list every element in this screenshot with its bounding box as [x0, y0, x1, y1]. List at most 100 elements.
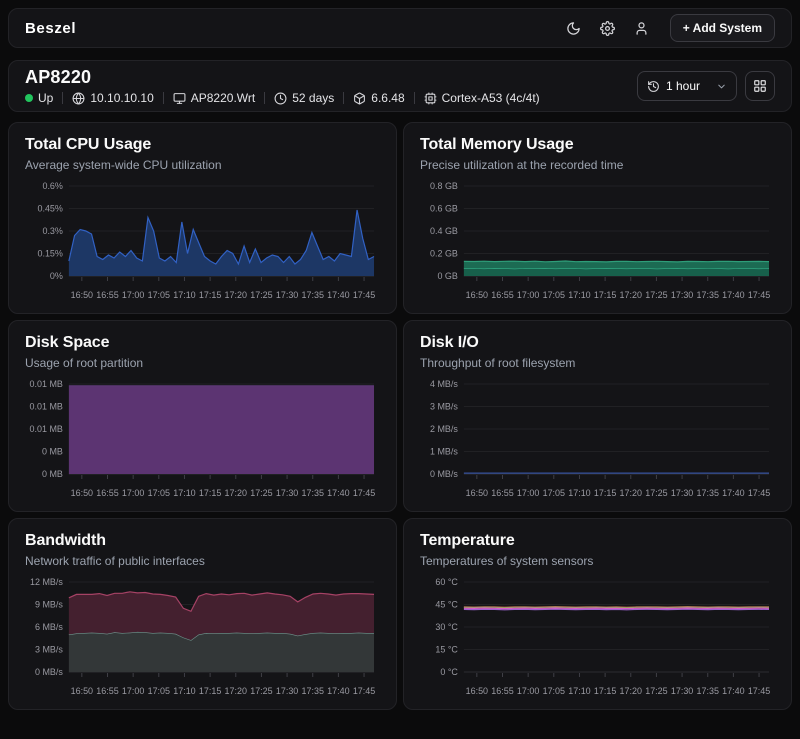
- svg-text:17:00: 17:00: [517, 686, 539, 696]
- svg-text:17:15: 17:15: [199, 686, 221, 696]
- svg-text:17:35: 17:35: [302, 290, 324, 300]
- uptime-label: 52 days: [292, 91, 334, 105]
- svg-text:17:10: 17:10: [568, 488, 590, 498]
- user-menu-button[interactable]: [628, 14, 656, 42]
- svg-text:3 MB/s: 3 MB/s: [35, 644, 63, 654]
- svg-text:16:50: 16:50: [466, 290, 488, 300]
- bandwidth-chart[interactable]: 0 MB/s3 MB/s6 MB/s9 MB/s12 MB/s16:5016:5…: [25, 576, 380, 700]
- status-dot-icon: [25, 94, 33, 102]
- svg-text:17:20: 17:20: [620, 686, 642, 696]
- ip-address: 10.10.10.10: [72, 91, 153, 105]
- svg-text:17:45: 17:45: [353, 488, 375, 498]
- svg-text:30 °C: 30 °C: [435, 622, 458, 632]
- svg-text:0.01 MB: 0.01 MB: [30, 424, 63, 434]
- memory-chart[interactable]: 0 GB0.2 GB0.4 GB0.6 GB0.8 GB16:5016:5517…: [420, 180, 775, 304]
- layout-grid-icon: [753, 79, 767, 93]
- system-name: AP8220: [25, 67, 540, 88]
- svg-text:17:45: 17:45: [748, 686, 770, 696]
- svg-text:17:00: 17:00: [517, 290, 539, 300]
- svg-text:0 MB/s: 0 MB/s: [35, 667, 63, 677]
- gear-icon: [600, 21, 615, 36]
- svg-text:17:25: 17:25: [250, 488, 272, 498]
- svg-text:16:50: 16:50: [71, 686, 93, 696]
- svg-text:17:00: 17:00: [517, 488, 539, 498]
- svg-text:16:55: 16:55: [96, 686, 118, 696]
- settings-button[interactable]: [594, 14, 622, 42]
- svg-text:17:05: 17:05: [148, 686, 170, 696]
- disk-io-chart[interactable]: 0 MB/s1 MB/s2 MB/s3 MB/s4 MB/s16:5016:55…: [420, 378, 775, 502]
- cpu-chart-card: Total CPU Usage Average system-wide CPU …: [8, 122, 397, 314]
- chart-subtitle: Throughput of root filesystem: [420, 356, 775, 370]
- agent-version: 6.6.48: [353, 91, 404, 105]
- time-range-value: 1 hour: [666, 79, 700, 93]
- svg-text:17:05: 17:05: [543, 686, 565, 696]
- svg-text:17:35: 17:35: [697, 488, 719, 498]
- monitor-icon: [173, 92, 186, 105]
- chart-title: Bandwidth: [25, 532, 380, 550]
- hostname-label: AP8220.Wrt: [191, 91, 255, 105]
- chart-subtitle: Temperatures of system sensors: [420, 554, 775, 568]
- svg-text:16:50: 16:50: [466, 488, 488, 498]
- svg-text:17:30: 17:30: [276, 686, 298, 696]
- svg-text:17:40: 17:40: [722, 290, 744, 300]
- charts-grid: Total CPU Usage Average system-wide CPU …: [8, 122, 792, 710]
- temperature-chart[interactable]: 0 °C15 °C30 °C45 °C60 °C16:5016:5517:001…: [420, 576, 775, 700]
- theme-toggle-button[interactable]: [560, 14, 588, 42]
- svg-text:0 MB/s: 0 MB/s: [430, 469, 458, 479]
- svg-text:17:15: 17:15: [594, 290, 616, 300]
- svg-text:17:15: 17:15: [594, 488, 616, 498]
- chart-subtitle: Average system-wide CPU utilization: [25, 158, 380, 172]
- chevron-down-icon: [716, 81, 727, 92]
- svg-text:17:20: 17:20: [225, 686, 247, 696]
- brand-logo[interactable]: Beszel: [25, 20, 76, 37]
- svg-text:17:30: 17:30: [276, 290, 298, 300]
- svg-text:0.01 MB: 0.01 MB: [30, 379, 63, 389]
- svg-text:3 MB/s: 3 MB/s: [430, 401, 458, 411]
- svg-text:17:45: 17:45: [748, 488, 770, 498]
- uptime: 52 days: [274, 91, 334, 105]
- svg-text:17:10: 17:10: [568, 290, 590, 300]
- status-label: Up: [38, 91, 53, 105]
- svg-text:0.15%: 0.15%: [37, 248, 62, 258]
- svg-text:17:45: 17:45: [748, 290, 770, 300]
- cpu-chip-icon: [424, 92, 437, 105]
- chart-title: Disk Space: [25, 334, 380, 352]
- svg-text:0.8 GB: 0.8 GB: [430, 181, 458, 191]
- svg-text:17:45: 17:45: [353, 290, 375, 300]
- svg-text:17:30: 17:30: [671, 686, 693, 696]
- svg-text:17:25: 17:25: [645, 488, 667, 498]
- svg-text:16:55: 16:55: [96, 488, 118, 498]
- layout-grid-button[interactable]: [745, 71, 775, 101]
- divider: [62, 92, 63, 104]
- svg-text:17:40: 17:40: [327, 686, 349, 696]
- chart-title: Disk I/O: [420, 334, 775, 352]
- svg-text:16:55: 16:55: [491, 488, 513, 498]
- svg-text:9 MB/s: 9 MB/s: [35, 599, 63, 609]
- disk-space-chart[interactable]: 0 MB0 MB0.01 MB0.01 MB0.01 MB16:5016:551…: [25, 378, 380, 502]
- svg-text:17:20: 17:20: [225, 488, 247, 498]
- add-system-label: + Add System: [683, 21, 762, 35]
- svg-text:17:10: 17:10: [173, 488, 195, 498]
- svg-text:0 °C: 0 °C: [440, 667, 458, 677]
- time-range-select[interactable]: 1 hour: [637, 71, 737, 101]
- bandwidth-chart-card: Bandwidth Network traffic of public inte…: [8, 518, 397, 710]
- temperature-chart-card: Temperature Temperatures of system senso…: [403, 518, 792, 710]
- svg-text:0.45%: 0.45%: [37, 203, 62, 213]
- svg-text:0.01 MB: 0.01 MB: [30, 401, 63, 411]
- svg-text:17:15: 17:15: [594, 686, 616, 696]
- svg-text:17:30: 17:30: [276, 488, 298, 498]
- svg-text:17:40: 17:40: [327, 290, 349, 300]
- add-system-button[interactable]: + Add System: [670, 14, 775, 42]
- cpu-chart[interactable]: 0%0.15%0.3%0.45%0.6%16:5016:5517:0017:05…: [25, 180, 380, 304]
- svg-text:17:15: 17:15: [199, 290, 221, 300]
- history-icon: [647, 80, 660, 93]
- divider: [414, 92, 415, 104]
- svg-text:0.4 GB: 0.4 GB: [430, 226, 458, 236]
- svg-text:6 MB/s: 6 MB/s: [35, 622, 63, 632]
- chart-subtitle: Precise utilization at the recorded time: [420, 158, 775, 172]
- divider: [163, 92, 164, 104]
- svg-text:17:25: 17:25: [250, 290, 272, 300]
- svg-text:60 °C: 60 °C: [435, 577, 458, 587]
- svg-text:0%: 0%: [50, 271, 63, 281]
- svg-text:16:50: 16:50: [466, 686, 488, 696]
